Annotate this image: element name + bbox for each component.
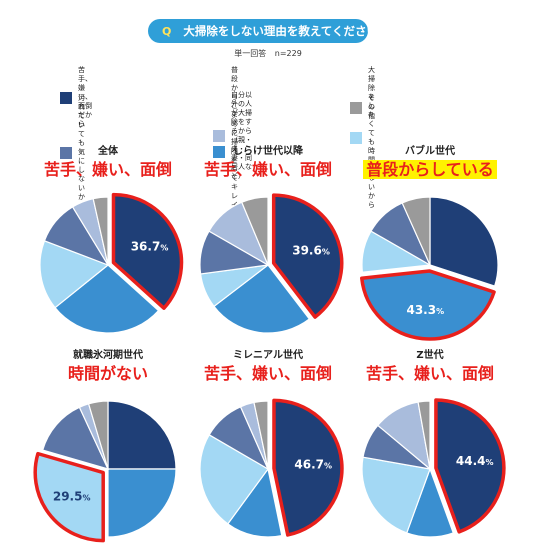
- chart-title: Z世代: [416, 350, 444, 361]
- pie-slice-highlight: [271, 193, 344, 319]
- pie-value-label: 29.5%: [53, 489, 91, 503]
- legend-swatch: [213, 145, 225, 158]
- chart-annotation: 苦手、嫌い、面倒: [203, 160, 332, 179]
- pie-slice: [87, 400, 109, 470]
- question-banner: Q 大掃除をしない理由を教えてください: [148, 19, 378, 43]
- pie-slice: [92, 196, 109, 266]
- chart-title: バブル世代: [405, 146, 455, 157]
- q-mark: Q: [162, 24, 172, 38]
- pie-slice: [213, 264, 311, 334]
- chart-title: しらけ世代以降: [233, 146, 303, 157]
- pie-slice-highlight: [272, 398, 344, 537]
- chart-title: 就職氷河期世代: [73, 350, 143, 361]
- pie-value-label: 36.7%: [131, 240, 169, 254]
- chart-title: ミレニアル世代: [233, 350, 303, 361]
- pie-slice-highlight: [33, 451, 105, 543]
- pie-slice: [54, 264, 160, 334]
- pie-value-label: 39.6%: [292, 243, 330, 257]
- legend-item: その他: [350, 94, 375, 121]
- legend-swatch: [60, 91, 72, 104]
- pie-slice-highlight: [434, 398, 506, 534]
- chart-title: 全体: [98, 146, 118, 157]
- legend-label: 自分以外の人が大掃除をするから （親・夫・妻・同居人など）: [231, 91, 252, 180]
- chart-annotation: 時間がない: [67, 364, 148, 383]
- legend-label: その他: [368, 94, 375, 120]
- pie-value-label: 43.3%: [406, 303, 444, 317]
- pie-slice: [253, 400, 269, 470]
- pie-value-label: 46.7%: [294, 457, 332, 471]
- legend-swatch: [213, 130, 225, 142]
- pie-slice: [199, 433, 269, 525]
- pie-slice: [240, 196, 269, 266]
- chart-annotation-text: 普段からしている: [363, 160, 497, 179]
- pie-slice: [107, 400, 177, 470]
- pie-chart: 43.3%: [360, 196, 499, 341]
- question-text: 大掃除をしない理由を教えてください: [183, 24, 378, 38]
- pie-slice: [417, 400, 431, 470]
- pie-slice-highlight: [360, 269, 496, 341]
- survey-meta: 単一回答 n=229: [0, 48, 536, 59]
- legend-item: 苦手、嫌い、面倒だから: [60, 66, 92, 129]
- sample-size: n=229: [274, 49, 302, 58]
- chart-annotation: 普段からしている: [345, 156, 515, 180]
- chart-annotation: 苦手、嫌い、面倒: [365, 364, 494, 383]
- pie-value-label: 44.4%: [456, 454, 494, 468]
- chart-annotation: 苦手、嫌い、面倒: [43, 160, 172, 179]
- pie-slice: [429, 196, 499, 287]
- pie-slice: [41, 406, 110, 470]
- chart-annotation: 苦手、嫌い、面倒: [203, 364, 332, 383]
- pie-slice: [107, 468, 177, 538]
- legend-swatch: [350, 101, 362, 114]
- legend-swatch: [350, 132, 362, 144]
- legend-label: 苦手、嫌い、面倒だから: [78, 66, 92, 128]
- pie-chart: 36.7%: [39, 192, 184, 334]
- legend-item: 自分以外の人が大掃除をするから （親・夫・妻・同居人など）: [213, 91, 252, 181]
- answer-type: 単一回答: [234, 49, 267, 58]
- pie-slice: [401, 196, 431, 266]
- legend-swatch: [60, 146, 72, 159]
- pie-chart: 46.7%: [199, 398, 344, 538]
- pie-chart: 29.5%: [33, 400, 177, 543]
- pie-chart: 44.4%: [361, 398, 506, 538]
- pie-slice: [361, 456, 431, 534]
- pie-slice: [226, 467, 283, 538]
- pie-slice: [39, 239, 110, 309]
- pie-slice-highlight: [111, 192, 184, 310]
- pie-chart: 39.6%: [199, 193, 344, 334]
